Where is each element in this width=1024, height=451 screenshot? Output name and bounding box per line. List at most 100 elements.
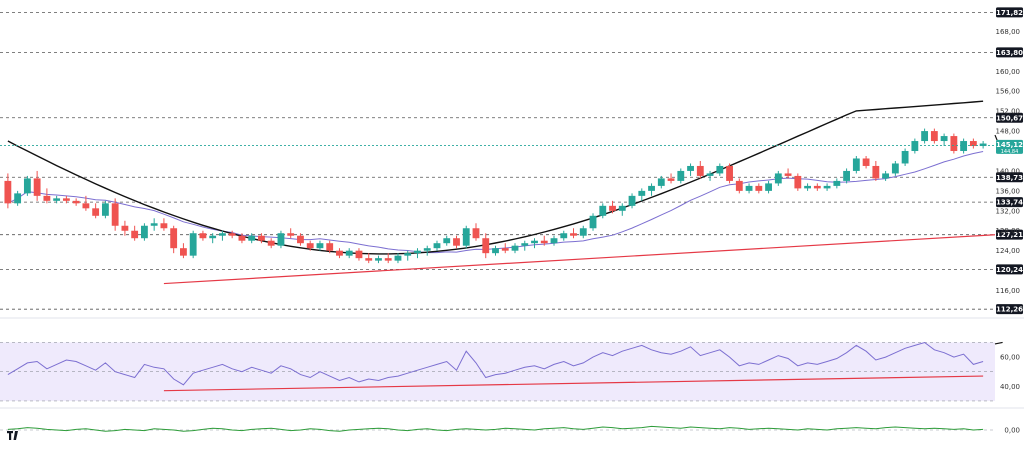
candle-body <box>92 208 100 216</box>
candle-body <box>4 180 12 204</box>
candle-body <box>930 131 938 142</box>
rsi-axis-tick: 40,00 <box>1000 383 1020 391</box>
candle-body <box>82 203 90 209</box>
current-price-label: 145,12 <box>996 141 1023 149</box>
candle-body <box>433 243 441 249</box>
candle-body <box>326 243 334 251</box>
level-label-box <box>996 172 1023 183</box>
candle-body <box>23 178 31 194</box>
candle-body <box>784 173 792 176</box>
candle-body <box>365 258 373 261</box>
candle-body <box>453 238 460 246</box>
candle-body <box>570 233 577 236</box>
candle-body <box>618 205 626 211</box>
level-label-box <box>996 264 1023 275</box>
candle-body <box>189 233 197 256</box>
candle-body <box>180 248 187 256</box>
candle-body <box>960 141 968 152</box>
candle-body <box>677 170 685 181</box>
candle-body <box>501 248 509 251</box>
level-label: 127,21 <box>996 231 1023 239</box>
candle-body <box>667 178 675 181</box>
rsi-band <box>0 342 995 401</box>
candle-body <box>852 158 860 171</box>
candle-body <box>140 225 148 239</box>
candle-body <box>160 223 168 229</box>
candle-body <box>404 253 412 256</box>
current-price-sublabel: 144,84 <box>1001 149 1019 155</box>
candle-body <box>394 255 402 261</box>
candle-body <box>511 245 519 251</box>
candle-body <box>716 165 724 174</box>
candle-body <box>150 223 158 226</box>
price-axis-tick: 148,00 <box>996 128 1021 136</box>
candle-body <box>950 136 958 152</box>
candle-body <box>862 158 870 166</box>
candle-body <box>921 131 929 142</box>
candle-body <box>297 235 304 244</box>
candle-body <box>131 230 139 239</box>
candle-body <box>199 233 207 239</box>
candle-body <box>706 173 714 176</box>
candle-body <box>482 238 490 254</box>
candle-body <box>209 235 217 239</box>
candle-body <box>696 165 704 176</box>
candle-body <box>62 198 70 201</box>
rsi-axis-tick: 60,00 <box>1000 354 1020 362</box>
level-label: 163,80 <box>996 49 1023 57</box>
candle-body <box>940 136 948 142</box>
candle-body <box>287 233 295 236</box>
candle-body <box>33 178 41 196</box>
candle-body <box>101 203 109 216</box>
candle-body <box>550 238 558 244</box>
candle-body <box>735 180 743 191</box>
candle-body <box>579 228 587 236</box>
candle-body <box>882 173 890 179</box>
candle-body <box>316 243 324 249</box>
candle-body <box>14 193 22 204</box>
long-moving-average-line <box>7 100 984 255</box>
candle-body <box>969 141 977 147</box>
price-axis-tick: 132,00 <box>996 207 1021 215</box>
candle-body <box>531 240 538 244</box>
candle-body <box>345 250 353 256</box>
candle-body <box>804 185 811 189</box>
price-axis-tick: 124,00 <box>996 247 1021 255</box>
candle-body <box>843 170 851 181</box>
candle-body <box>258 235 265 241</box>
candle-body <box>121 225 129 231</box>
rsi-trendline <box>994 341 1003 345</box>
level-label-box <box>996 304 1023 315</box>
price-axis-tick: 140,00 <box>996 167 1021 175</box>
level-label-box <box>996 229 1023 240</box>
candle-body <box>540 240 548 244</box>
level-label-box <box>996 47 1023 58</box>
level-label: 150,67 <box>996 114 1023 122</box>
candle-body <box>219 233 226 236</box>
candle-body <box>872 165 880 179</box>
rsi-trendline <box>163 375 984 392</box>
level-label: 120,24 <box>996 266 1023 274</box>
candle-body <box>414 250 421 254</box>
level-label-box <box>996 112 1023 123</box>
candle-body <box>238 235 246 241</box>
price-trendline <box>163 234 996 285</box>
candle-body <box>648 185 655 191</box>
candle-body <box>745 185 753 191</box>
momentum-pane: 0,00 <box>0 407 1024 435</box>
candle-body <box>901 151 909 164</box>
level-label: 138,73 <box>996 174 1023 182</box>
candle-body <box>336 250 343 256</box>
level-label-box <box>996 197 1023 208</box>
momentum-line <box>7 425 984 432</box>
candle-body <box>423 248 431 251</box>
level-label-box <box>996 7 1023 18</box>
candle-body <box>560 233 568 239</box>
candle-body <box>657 178 665 186</box>
rsi-pane: 60,00 40,00 <box>0 317 1024 402</box>
candle-body <box>979 143 987 147</box>
candle-body <box>609 205 616 211</box>
price-axis-tick: 136,00 <box>996 187 1021 195</box>
rsi-line <box>7 341 984 386</box>
candle-body <box>228 233 236 236</box>
